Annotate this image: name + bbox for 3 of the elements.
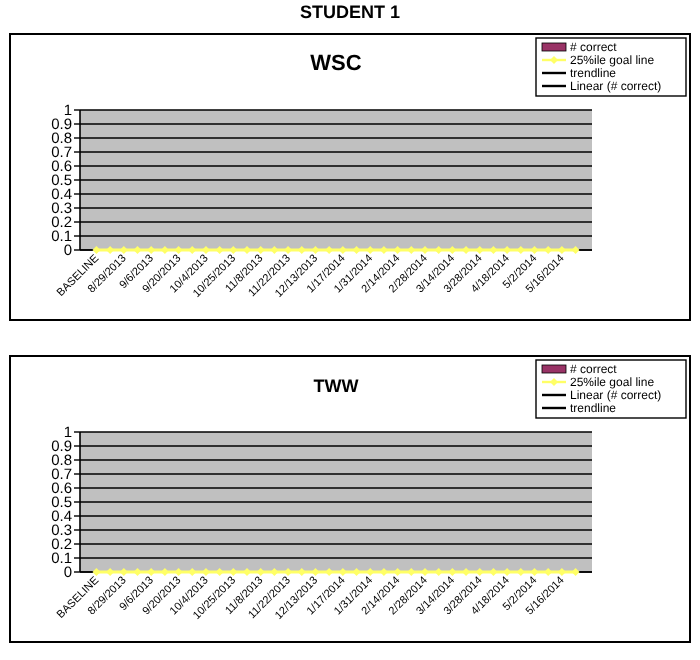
chart-title: TWW <box>313 376 360 396</box>
text: STUDENT 1 <box>299 2 401 22</box>
chart-title: WSC <box>310 52 362 76</box>
